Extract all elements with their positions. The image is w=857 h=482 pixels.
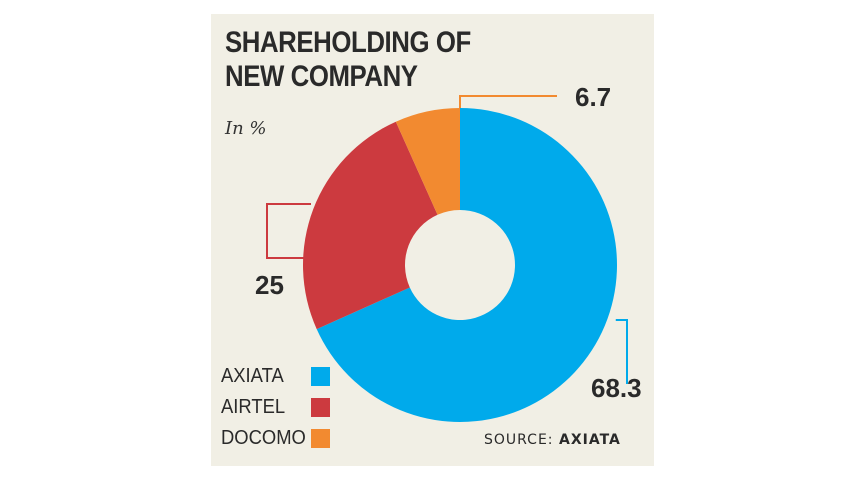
slice-airtel [303, 121, 438, 330]
legend-swatch-docomo [311, 429, 330, 448]
legend: AXIATA AIRTEL DOCOMO [221, 361, 330, 454]
legend-swatch-axiata [311, 367, 330, 386]
value-label-airtel: 25 [255, 270, 284, 300]
donut-chart: 68.3 25 6.7 [255, 82, 642, 423]
legend-item-airtel: AIRTEL [221, 392, 330, 423]
legend-item-docomo: DOCOMO [221, 423, 330, 454]
source-name: AXIATA [558, 432, 621, 448]
leader-line-airtel [266, 203, 311, 259]
value-label-docomo: 6.7 [575, 82, 611, 112]
slice-axiata [316, 108, 617, 423]
legend-label-airtel: AIRTEL [221, 396, 286, 418]
source-prefix: SOURCE: [484, 432, 554, 448]
leader-line-docomo [459, 95, 557, 108]
legend-label-docomo: DOCOMO [221, 427, 306, 449]
slice-docomo [395, 108, 460, 215]
chart-subtitle: In % [225, 118, 267, 139]
infographic-card: SHAREHOLDING OF NEW COMPANY In % 68.3 25 6… [211, 14, 654, 466]
source-note: SOURCE: AXIATA [484, 432, 621, 448]
chart-title: SHAREHOLDING OF NEW COMPANY [225, 26, 471, 93]
legend-label-axiata: AXIATA [221, 365, 284, 387]
legend-swatch-airtel [311, 398, 330, 417]
legend-item-axiata: AXIATA [221, 361, 330, 392]
value-label-axiata: 68.3 [591, 373, 642, 403]
leader-line-axiata [615, 319, 628, 384]
